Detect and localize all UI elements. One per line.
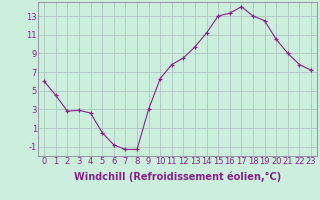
X-axis label: Windchill (Refroidissement éolien,°C): Windchill (Refroidissement éolien,°C) xyxy=(74,172,281,182)
